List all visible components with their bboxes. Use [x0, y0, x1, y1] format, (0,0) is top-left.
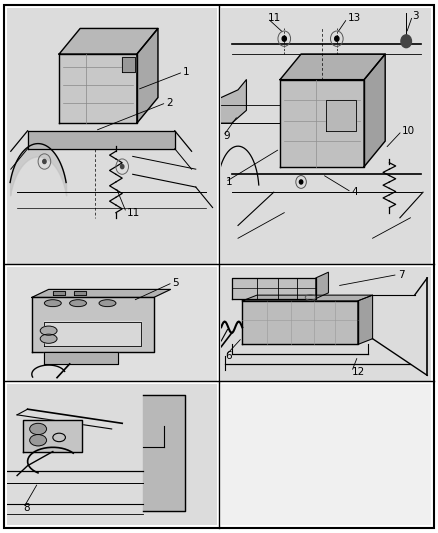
Polygon shape	[28, 131, 175, 149]
Text: 9: 9	[223, 131, 230, 141]
Text: 6: 6	[226, 351, 232, 361]
Text: 12: 12	[352, 367, 365, 377]
Text: 7: 7	[398, 270, 404, 279]
Bar	[44, 352, 118, 364]
Bar	[143, 395, 185, 511]
Text: 8: 8	[23, 503, 30, 513]
Text: 1: 1	[226, 177, 232, 187]
Polygon shape	[59, 28, 158, 54]
Circle shape	[30, 434, 46, 446]
Polygon shape	[137, 28, 158, 123]
Bar	[242, 301, 358, 344]
Ellipse shape	[99, 300, 116, 306]
Bar	[23, 421, 82, 451]
Circle shape	[401, 35, 411, 47]
Bar	[122, 56, 135, 72]
Polygon shape	[364, 54, 385, 167]
Circle shape	[335, 36, 339, 41]
Ellipse shape	[70, 300, 86, 306]
Polygon shape	[280, 54, 385, 79]
Text: 4: 4	[352, 187, 358, 197]
Polygon shape	[316, 272, 328, 298]
Text: 10: 10	[402, 126, 415, 136]
Circle shape	[30, 423, 46, 434]
Bar	[44, 321, 141, 345]
Text: 2: 2	[166, 98, 173, 108]
Circle shape	[300, 180, 303, 184]
Circle shape	[120, 165, 124, 168]
Bar	[232, 278, 316, 298]
Bar	[326, 100, 356, 131]
Polygon shape	[242, 295, 373, 301]
Polygon shape	[358, 295, 373, 344]
Text: 11: 11	[127, 208, 140, 217]
Text: 13: 13	[347, 13, 360, 23]
Text: 11: 11	[268, 13, 281, 23]
Ellipse shape	[44, 300, 61, 306]
Polygon shape	[32, 289, 170, 297]
Text: 1: 1	[183, 67, 190, 77]
Circle shape	[43, 159, 46, 164]
Polygon shape	[280, 79, 364, 167]
Circle shape	[40, 334, 57, 343]
Polygon shape	[221, 79, 247, 123]
Text: 5: 5	[173, 278, 179, 287]
Text: 3: 3	[413, 11, 419, 21]
Circle shape	[40, 326, 57, 335]
Bar	[74, 290, 86, 295]
Bar	[53, 290, 65, 295]
Circle shape	[282, 36, 286, 41]
Bar	[32, 297, 154, 352]
Polygon shape	[59, 54, 137, 123]
